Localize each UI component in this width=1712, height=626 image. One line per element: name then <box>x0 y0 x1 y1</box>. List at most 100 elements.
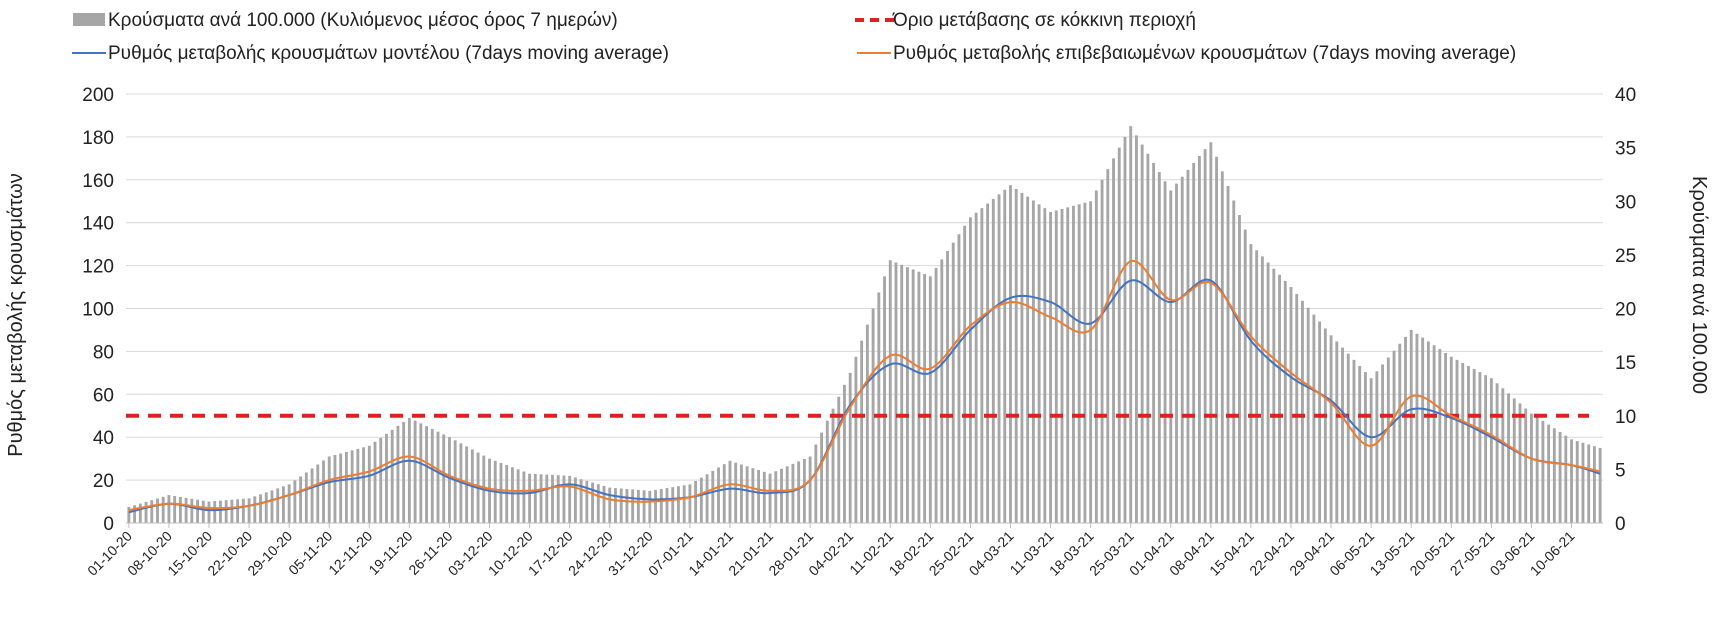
bar-day-114 <box>780 468 783 523</box>
bar-day-31 <box>304 472 308 523</box>
bar-day-246 <box>1535 417 1539 523</box>
bar-day-165 <box>1072 205 1075 523</box>
bar-day-186 <box>1192 162 1196 524</box>
bar-day-227 <box>1426 341 1430 523</box>
bar-day-79 <box>579 479 583 523</box>
y-right-tick-20: 20 <box>1615 300 1636 321</box>
bar-day-215 <box>1358 365 1362 523</box>
bar-day-137 <box>911 269 915 523</box>
bar-day-110 <box>757 469 761 523</box>
bar-day-120 <box>814 444 818 523</box>
bar-day-54 <box>436 431 440 523</box>
y-left-tick-40: 40 <box>93 428 114 449</box>
bar-day-153 <box>1003 189 1007 524</box>
bar-day-109 <box>751 468 755 523</box>
bar-day-50 <box>413 420 417 523</box>
bar-day-84 <box>608 487 612 523</box>
bar-day-10 <box>184 497 188 523</box>
bar-day-182 <box>1169 190 1173 523</box>
bar-day-95 <box>671 487 675 523</box>
bar-day-163 <box>1060 208 1064 524</box>
bar-day-200 <box>1272 268 1276 523</box>
bar-day-131 <box>877 292 881 523</box>
bar-day-40 <box>356 448 360 523</box>
bar-day-119 <box>808 456 812 523</box>
bar-day-53 <box>430 428 434 523</box>
legend-label-confirmed: Ρυθμός μεταβολής επιβεβαιωμένων κρουσμάτ… <box>893 43 1516 64</box>
bar-day-250 <box>1558 431 1562 523</box>
bar-day-238 <box>1489 378 1493 523</box>
bar-day-189 <box>1209 142 1213 523</box>
bar-day-111 <box>762 471 766 523</box>
y-right-tick-0: 0 <box>1615 514 1626 535</box>
bar-day-226 <box>1421 337 1425 523</box>
bar-day-57 <box>453 440 457 523</box>
bar-day-101 <box>705 474 709 523</box>
bar-day-156 <box>1020 192 1024 523</box>
y-right-tick-25: 25 <box>1615 246 1636 267</box>
bar-day-48 <box>402 421 406 523</box>
bar-day-34 <box>322 460 325 523</box>
bar-day-76 <box>562 475 566 523</box>
bar-day-147 <box>968 217 972 523</box>
legend-swatch-bars <box>73 13 105 26</box>
bar-day-248 <box>1547 424 1551 523</box>
y-left-tick-60: 60 <box>93 385 114 406</box>
bar-day-197 <box>1255 250 1259 523</box>
bar-day-19 <box>236 499 240 523</box>
bar-day-29 <box>293 480 297 523</box>
bar-day-196 <box>1249 244 1253 523</box>
bar-day-0 <box>127 506 131 523</box>
bars-group <box>127 126 1602 524</box>
bar-day-241 <box>1507 393 1510 523</box>
bar-day-229 <box>1438 349 1442 523</box>
bar-day-43 <box>373 441 377 523</box>
bar-day-157 <box>1026 196 1030 523</box>
bar-day-94 <box>665 488 669 523</box>
y-left-tick-140: 140 <box>82 214 114 235</box>
bar-day-225 <box>1415 333 1419 523</box>
bar-day-218 <box>1375 371 1379 523</box>
bar-day-23 <box>259 494 262 523</box>
bar-day-180 <box>1157 172 1161 523</box>
bar-day-113 <box>774 471 778 523</box>
bar-day-37 <box>339 453 343 523</box>
bar-day-99 <box>694 481 698 523</box>
bar-day-15 <box>213 501 217 523</box>
bar-day-230 <box>1444 352 1447 523</box>
bar-day-228 <box>1432 345 1436 523</box>
bar-day-231 <box>1449 356 1453 523</box>
bar-day-9 <box>178 496 182 523</box>
bar-day-12 <box>196 499 199 523</box>
bar-day-11 <box>190 498 194 523</box>
bar-day-161 <box>1049 211 1052 523</box>
bar-day-214 <box>1352 359 1356 523</box>
bar-day-146 <box>963 225 967 523</box>
lines-group <box>126 260 1601 514</box>
bar-day-192 <box>1226 185 1230 523</box>
y-right-tick-30: 30 <box>1615 192 1636 213</box>
bar-day-251 <box>1564 435 1568 523</box>
x-tick-10-06-21: 10-06-21 <box>1527 528 1578 579</box>
bar-day-52 <box>425 426 428 523</box>
bar-day-51 <box>419 423 423 523</box>
bar-day-255 <box>1587 444 1591 523</box>
bar-day-80 <box>585 480 589 523</box>
bar-day-100 <box>699 477 703 523</box>
bar-day-105 <box>728 460 732 523</box>
bar-day-256 <box>1592 446 1596 523</box>
bar-day-73 <box>545 474 549 523</box>
bar-day-108 <box>745 466 749 523</box>
bar-day-199 <box>1266 262 1270 523</box>
bar-day-206 <box>1306 307 1310 523</box>
bar-day-35 <box>327 456 331 523</box>
bar-day-222 <box>1398 343 1402 523</box>
bar-day-208 <box>1318 321 1322 523</box>
bar-day-190 <box>1215 156 1219 523</box>
y-right-tick-10: 10 <box>1615 407 1636 428</box>
bar-day-193 <box>1232 200 1236 523</box>
bar-day-123 <box>831 408 835 523</box>
bar-day-166 <box>1077 204 1081 524</box>
bar-day-30 <box>299 476 303 523</box>
x-tick-04-02-21: 04-02-21 <box>805 528 856 579</box>
